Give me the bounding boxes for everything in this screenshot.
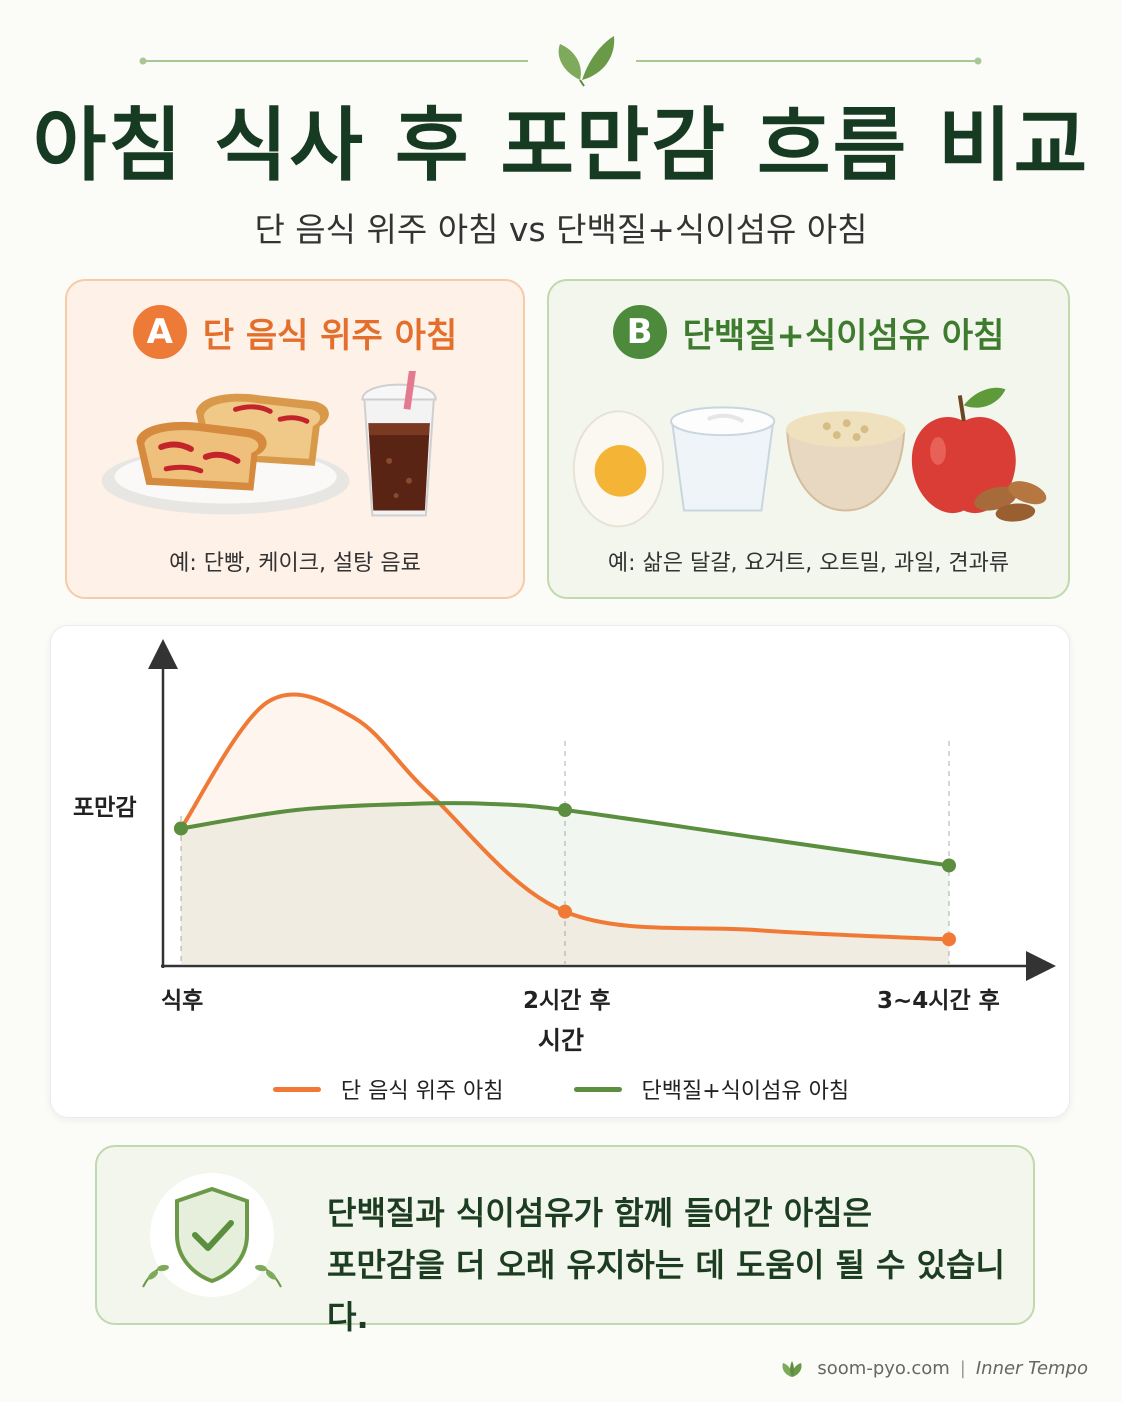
card-sweet-breakfast: A 단 음식 위주 아침 예: 단빵, 케이크, 설탕 음료: [65, 279, 525, 599]
legend-item-sweet: 단 음식 위주 아침: [272, 1073, 504, 1105]
chart-legend: 단 음식 위주 아침 단백질+식이섬유 아침: [51, 1073, 1071, 1105]
x-tick-label: 식후: [161, 988, 204, 1014]
data-point: [558, 904, 572, 919]
series-area: [181, 694, 949, 964]
page-title: 아침 식사 후 포만감 흐름 비교: [32, 99, 1090, 192]
x-tick-label: 3~4시간 후: [877, 988, 1000, 1014]
card-a-title: 단 음식 위주 아침: [202, 315, 458, 356]
badge-b: B: [612, 305, 667, 359]
legend-swatch: [573, 1086, 622, 1092]
footer-site[interactable]: soom-pyo.com: [817, 1358, 950, 1379]
card-protein-fiber-breakfast: B 단백질+식이섬유 아침 예: 삶은 달걀, 요거트, 오트밀, 과일, 견과…: [547, 279, 1070, 599]
summary-note: 단백질과 식이섬유가 함께 들어간 아침은 포만감을 더 오래 유지하는 데 도…: [95, 1145, 1035, 1336]
data-point: [174, 821, 188, 836]
header-leaf-ornament: [139, 36, 982, 87]
card-a-header: A 단 음식 위주 아침: [67, 305, 523, 359]
satiety-chart: 포만감 식후 2시간 후 3~4시간 후 시간 단 음식 위주 아침 단백질+식…: [50, 625, 1070, 1118]
series-area: [181, 803, 949, 964]
data-point: [942, 858, 956, 873]
card-b-header: B 단백질+식이섬유 아침: [549, 305, 1068, 359]
series-line: [179, 801, 951, 868]
x-tick-label: 2시간 후: [523, 988, 611, 1014]
y-axis-label: 포만감: [73, 795, 137, 821]
legend-label: 단백질+식이섬유 아침: [641, 1079, 850, 1104]
x-axis-label: 시간: [537, 1026, 584, 1055]
footer-brand: Inner Tempo: [975, 1358, 1088, 1379]
card-b-examples: 예: 삶은 달걀, 요거트, 오트밀, 과일, 견과류: [607, 551, 1010, 576]
data-point: [942, 932, 956, 947]
data-point: [558, 803, 572, 817]
card-b-title: 단백질+식이섬유 아침: [682, 315, 1005, 356]
summary-line-1: 단백질과 식이섬유가 함께 들어간 아침은: [327, 1194, 873, 1232]
card-a-examples: 예: 단빵, 케이크, 설탕 음료: [169, 551, 421, 576]
legend-label: 단 음식 위주 아침: [340, 1079, 504, 1104]
satiety-line-chart: [148, 639, 1056, 981]
legend-swatch: [272, 1086, 321, 1092]
leaf-logo-icon: [782, 1360, 802, 1377]
egg-yogurt-oat-apple-illustration: [572, 387, 1047, 528]
legend-item-protein: 단백질+식이섬유 아침: [573, 1073, 850, 1105]
toast-and-soda-illustration: [101, 371, 437, 517]
footer: soom-pyo.com | Inner Tempo: [777, 1358, 1088, 1379]
shield-check-icon: [142, 1173, 282, 1297]
badge-a: A: [132, 305, 187, 359]
footer-separator: |: [959, 1358, 966, 1379]
summary-text: 단백질과 식이섬유가 함께 들어간 아침은 포만감을 더 오래 유지하는 데 도…: [327, 1187, 1033, 1343]
summary-line-2: 포만감을 더 오래 유지하는 데 도움이 될 수 있습니다.: [327, 1246, 1005, 1336]
series-line: [179, 692, 951, 942]
page-subtitle: 단 음식 위주 아침 vs 단백질+식이섬유 아침: [254, 210, 868, 249]
